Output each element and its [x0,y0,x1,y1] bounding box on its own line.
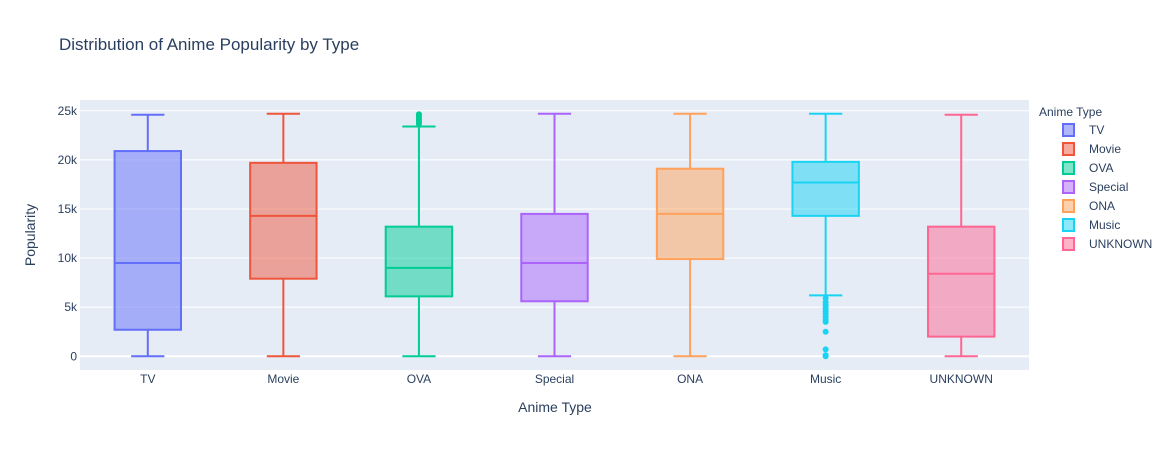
legend-swatch [1062,142,1075,156]
legend-item-ova[interactable]: OVA [1062,161,1113,175]
legend-swatch [1062,161,1075,175]
box-unknown[interactable] [926,113,996,358]
legend-item-tv[interactable]: TV [1062,123,1104,137]
y-tick-label: 10k [58,251,78,265]
box-iqr [384,225,454,298]
box-series[interactable] [113,111,996,360]
legend-item-movie[interactable]: Movie [1062,142,1121,156]
x-tick-label: OVA [407,372,431,386]
y-axis-title: Popularity [22,204,38,266]
box-iqr [926,225,996,338]
legend-swatch [1062,218,1075,232]
y-tick-label: 25k [58,104,78,118]
legend-label: Special [1089,180,1128,194]
x-tick-label: ONA [677,372,703,386]
outlier-point [822,353,829,360]
box-ona[interactable] [655,112,725,358]
box-tv[interactable] [113,113,183,358]
x-axis-ticks: TV Movie OVA Special ONA Music UNKNOWN [140,372,993,386]
legend-label: UNKNOWN [1089,237,1152,251]
legend-label: OVA [1089,161,1113,175]
legend-swatch [1062,123,1075,137]
box-iqr [249,161,318,280]
box-special[interactable] [520,112,589,358]
legend-swatch [1062,199,1075,213]
box-iqr [791,160,860,217]
legend: Anime Type TV Movie OVA Special ONA Music UNKN… [1039,105,1152,251]
y-axis-ticks: 0 5k 10k 15k 20k 25k [58,104,78,363]
box-movie[interactable] [249,112,318,358]
x-tick-label: Music [810,372,841,386]
legend-item-unknown[interactable]: UNKNOWN [1062,237,1152,251]
y-tick-label: 20k [58,153,78,167]
x-tick-label: TV [140,372,155,386]
y-tick-label: 15k [58,202,78,216]
box-iqr [113,150,183,331]
chart-title: Distribution of Anime Popularity by Type [59,35,359,54]
box-ova[interactable] [384,111,454,358]
y-tick-label: 0 [70,349,77,363]
legend-swatch [1062,180,1075,194]
x-tick-label: Special [535,372,574,386]
legend-label: Music [1089,218,1120,232]
legend-label: Movie [1089,142,1121,156]
y-tick-label: 5k [64,300,78,314]
legend-label: ONA [1089,199,1115,213]
legend-item-special[interactable]: Special [1062,180,1128,194]
x-tick-label: UNKNOWN [930,372,993,386]
box-iqr [520,212,589,303]
outlier-point [822,346,829,353]
legend-swatch [1062,237,1075,251]
outlier-point [822,318,829,325]
legend-item-ona[interactable]: ONA [1062,199,1115,213]
outlier-point [822,328,829,335]
legend-item-music[interactable]: Music [1062,218,1120,232]
x-tick-label: Movie [267,372,299,386]
legend-items: TV Movie OVA Special ONA Music UNKNOWN [1062,123,1152,251]
legend-label: TV [1089,123,1104,137]
legend-title: Anime Type [1039,105,1102,119]
x-axis-title: Anime Type [518,399,592,415]
outlier-point [415,111,422,118]
box-music[interactable] [791,112,860,360]
